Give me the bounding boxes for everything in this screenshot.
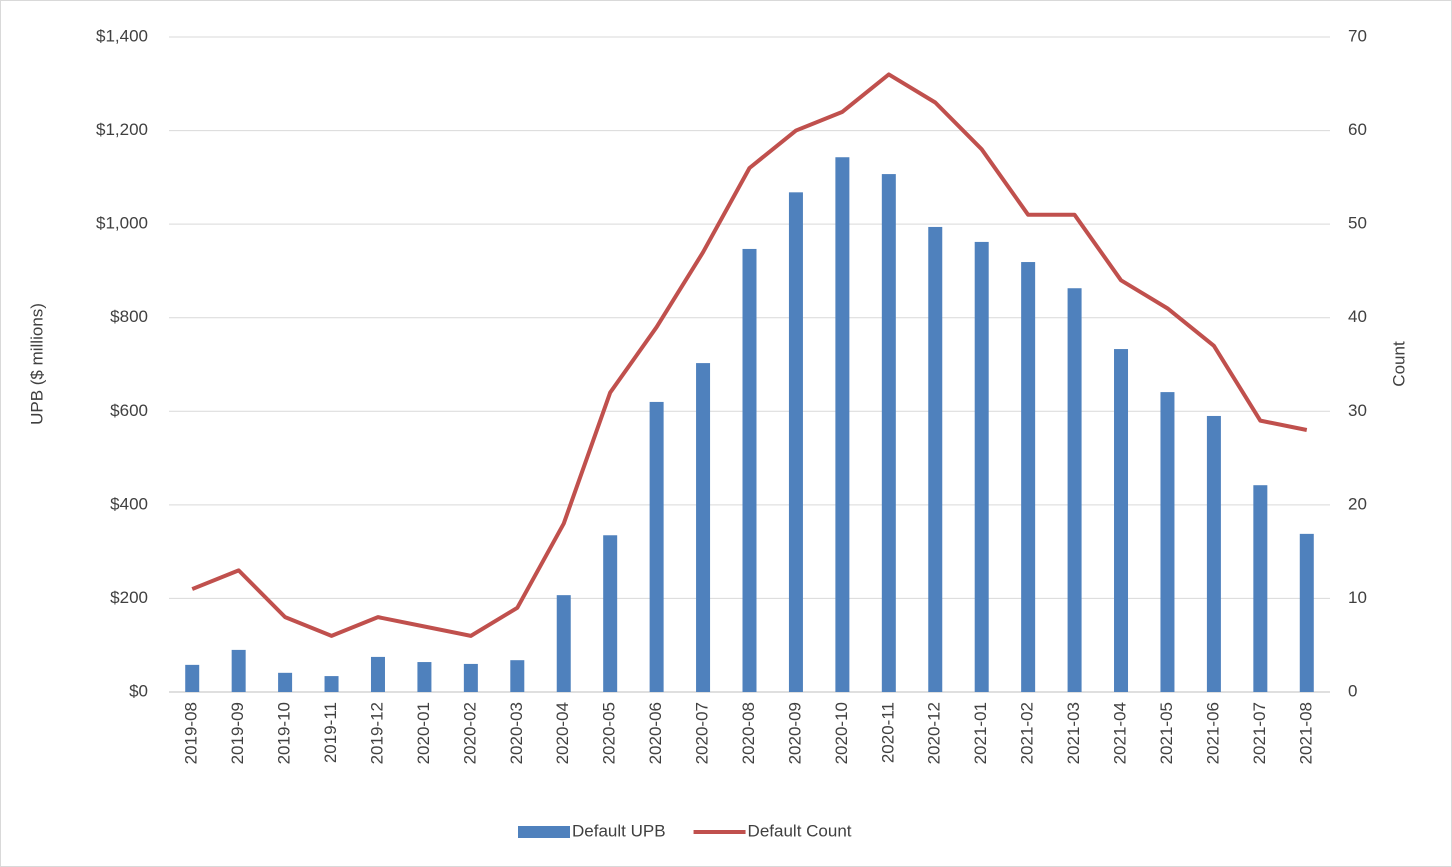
bar (556, 595, 571, 692)
y-tick-label: $600 (110, 401, 148, 420)
bar (1067, 288, 1082, 692)
y-tick-label: $1,200 (96, 120, 148, 139)
x-tick-label: 2019-11 (321, 702, 340, 763)
bar (881, 174, 896, 692)
y-tick-label: $1,400 (96, 26, 148, 45)
legend-swatch (518, 826, 570, 838)
bar (742, 248, 757, 693)
x-tick-label: 2019-08 (182, 702, 201, 764)
x-tick-label: 2020-10 (832, 702, 851, 764)
y-tick-label: $400 (110, 494, 148, 513)
bar (1021, 262, 1036, 692)
line (191, 72, 1308, 638)
y-axis-label: UPB ($ millions) (27, 303, 46, 425)
bar (788, 192, 803, 693)
x-tick-label: 2020-08 (739, 702, 758, 764)
bar (185, 664, 200, 692)
x-tick-label: 2020-03 (507, 702, 526, 764)
legend-label: Default UPB (572, 821, 666, 840)
y-tick-label: $0 (129, 681, 148, 700)
bar (1114, 349, 1129, 692)
bar (1160, 392, 1175, 692)
x-tick-label: 2019-09 (228, 702, 247, 764)
bar (696, 363, 711, 692)
bar (278, 672, 293, 692)
bar (463, 663, 478, 692)
x-tick-label: 2020-07 (693, 702, 712, 764)
bar (974, 241, 989, 692)
bar (370, 656, 385, 692)
bar (649, 401, 664, 692)
bar (510, 660, 525, 692)
x-tick-label: 2021-02 (1018, 702, 1037, 764)
x-tick-label: 2020-09 (785, 702, 804, 764)
y-tick-label: $200 (110, 588, 148, 607)
x-tick-label: 2019-12 (367, 702, 386, 764)
x-tick-label: 2021-07 (1250, 702, 1269, 764)
y2-tick-label: 20 (1348, 494, 1367, 513)
y2-tick-label: 40 (1348, 307, 1367, 326)
legend-label: Default Count (748, 821, 852, 840)
x-tick-label: 2021-05 (1157, 702, 1176, 764)
bar (231, 649, 246, 692)
x-tick-label: 2020-02 (460, 702, 479, 764)
y2-tick-label: 30 (1348, 401, 1367, 420)
bar (603, 535, 618, 692)
bar (324, 676, 339, 692)
bar (835, 157, 850, 693)
x-tick-label: 2019-10 (275, 702, 294, 764)
x-tick-label: 2021-03 (1064, 702, 1083, 764)
y-tick-label: $800 (110, 307, 148, 326)
x-tick-label: 2020-05 (600, 702, 619, 764)
bar (928, 226, 943, 692)
x-tick-label: 2020-12 (925, 702, 944, 764)
x-tick-label: 2020-04 (553, 702, 572, 764)
y2-tick-label: 60 (1348, 120, 1367, 139)
y2-tick-label: 70 (1348, 26, 1367, 45)
bar (1253, 485, 1268, 692)
x-tick-label: 2020-01 (414, 702, 433, 764)
y-tick-label: $1,000 (96, 214, 148, 233)
x-tick-label: 2021-01 (971, 702, 990, 764)
bar (417, 662, 432, 692)
x-tick-label: 2020-11 (878, 702, 897, 763)
x-tick-label: 2021-04 (1111, 702, 1130, 764)
y2-tick-label: 0 (1348, 681, 1357, 700)
y2-tick-label: 50 (1348, 214, 1367, 233)
x-tick-label: 2021-08 (1296, 702, 1315, 764)
x-tick-label: 2020-06 (646, 702, 665, 764)
bar (1299, 533, 1314, 692)
bar (1206, 415, 1221, 692)
x-tick-label: 2021-06 (1203, 702, 1222, 764)
y2-axis-label: Count (1389, 341, 1408, 387)
y2-tick-label: 10 (1348, 588, 1367, 607)
